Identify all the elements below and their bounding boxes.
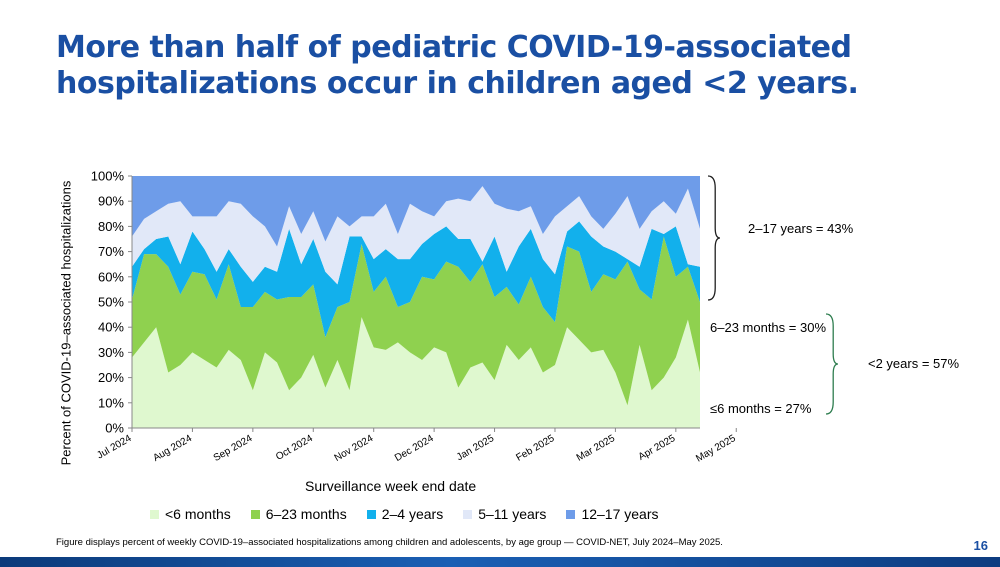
annotation-le-6-months: ≤6 months = 27% xyxy=(710,401,812,416)
area-series-4 xyxy=(132,176,700,247)
y-tick-label: 70% xyxy=(98,244,124,259)
y-tick-label: 90% xyxy=(98,194,124,209)
legend-swatch-6-23m xyxy=(250,509,260,519)
bracket-2-17-years xyxy=(707,175,721,301)
y-tick-label: 0% xyxy=(105,421,124,436)
y-tick-label: 10% xyxy=(98,395,124,410)
area-series-1 xyxy=(132,236,700,406)
x-tick-label: Aug 2024 xyxy=(151,433,194,464)
annotation-6-23-months: 6–23 months = 30% xyxy=(710,320,826,335)
title-line-1: More than half of pediatric COVID-19-ass… xyxy=(56,30,852,65)
y-tick-label: 20% xyxy=(98,370,124,385)
bracket-under-2-years xyxy=(825,313,839,415)
area-series-0 xyxy=(132,317,700,428)
x-tick-label: May 2025 xyxy=(694,433,738,465)
y-tick-label: 30% xyxy=(98,345,124,360)
legend-swatch-5-11y xyxy=(463,509,473,519)
footer-bar xyxy=(0,557,1000,567)
title-line-2: hospitalizations occur in children aged … xyxy=(56,66,859,101)
legend-item-2-4y: 2–4 years xyxy=(366,506,444,522)
area-series-3 xyxy=(132,186,700,285)
x-axis-label: Surveillance week end date xyxy=(305,478,477,494)
x-tick-label: Nov 2024 xyxy=(333,433,376,464)
legend-swatch-lt6m xyxy=(150,509,159,519)
legend-label-6-23m: 6–23 months xyxy=(265,506,347,522)
x-tick-label: Dec 2024 xyxy=(393,433,436,464)
slide-title: More than half of pediatric COVID-19-ass… xyxy=(56,30,956,102)
y-tick-label: 50% xyxy=(98,295,124,310)
y-axis-label: Percent of COVID-19–associated hospitali… xyxy=(58,180,74,466)
legend-item-6-23m: 6–23 months xyxy=(250,506,347,522)
legend-label-12-17y: 12–17 years xyxy=(581,506,659,522)
x-tick-label: Feb 2025 xyxy=(514,433,556,464)
annotation-under-2-years: <2 years = 57% xyxy=(868,356,960,371)
annotation-2-17-years: 2–17 years = 43% xyxy=(748,221,854,236)
legend-label-5-11y: 5–11 years xyxy=(478,506,547,522)
legend-swatch-2-4y xyxy=(366,509,376,519)
x-tick-label: Jan 2025 xyxy=(455,433,497,463)
y-tick-label: 80% xyxy=(98,219,124,234)
legend-item-12-17y: 12–17 years xyxy=(566,506,659,522)
x-tick-label: Apr 2025 xyxy=(637,433,678,463)
legend-item-lt6m: <6 months xyxy=(150,506,231,522)
legend-item-5-11y: 5–11 years xyxy=(463,506,546,522)
page-number: 16 xyxy=(973,538,988,553)
legend-label-lt6m: <6 months xyxy=(165,506,231,522)
legend-label-2-4y: 2–4 years xyxy=(381,506,444,522)
y-tick-label: 100% xyxy=(91,169,125,184)
x-tick-label: Sep 2024 xyxy=(212,433,255,464)
chart-legend: <6 months 6–23 months 2–4 years 5–11 yea… xyxy=(150,506,679,522)
y-tick-label: 40% xyxy=(98,320,124,335)
figure-footnote: Figure displays percent of weekly COVID-… xyxy=(56,537,723,548)
x-tick-label: Jul 2024 xyxy=(95,433,134,462)
legend-swatch-12-17y xyxy=(566,509,576,519)
y-tick-label: 60% xyxy=(98,269,124,284)
area-series-2 xyxy=(132,221,700,338)
x-tick-label: Oct 2024 xyxy=(274,433,315,463)
x-tick-label: Mar 2025 xyxy=(575,433,617,464)
